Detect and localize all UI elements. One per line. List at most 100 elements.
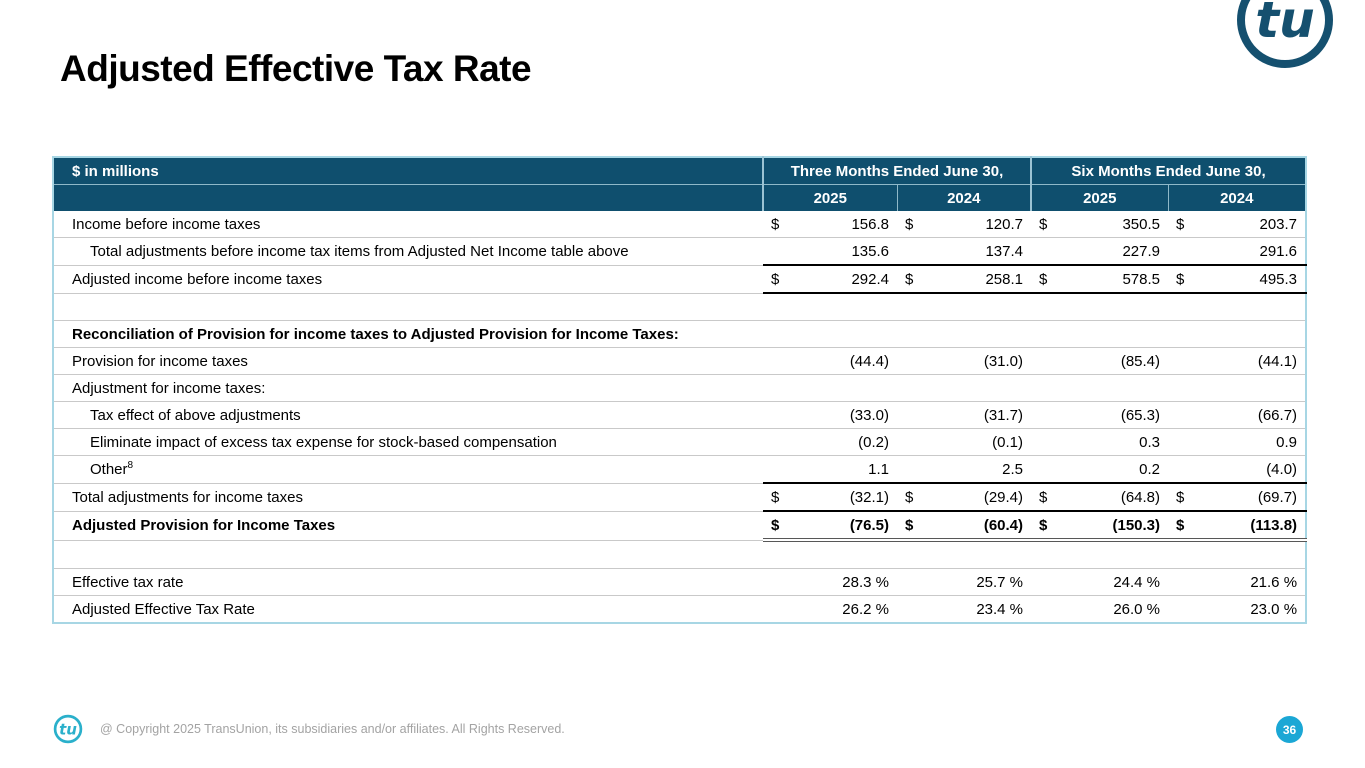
value: 137.4: [985, 242, 1024, 260]
value: 23.4 %: [976, 600, 1024, 618]
cell-value: 24.4 %: [1031, 568, 1169, 596]
value: 120.7: [985, 215, 1024, 233]
row-label: Eliminate impact of excess tax expense f…: [53, 428, 763, 456]
row-label: Adjusted Provision for Income Taxes: [53, 511, 763, 541]
page-number-badge: 36: [1276, 716, 1303, 743]
group-header-three-months: Three Months Ended June 30,: [761, 157, 1032, 185]
table-header: $ in millions Three Months Ended June 30…: [53, 157, 1307, 211]
value: (33.0): [849, 406, 889, 424]
cell-value: (4.0): [1168, 455, 1307, 484]
cell-value: [1168, 320, 1307, 348]
copyright-text: @ Copyright 2025 TransUnion, its subsidi…: [100, 722, 565, 736]
value: 21.6 %: [1250, 573, 1298, 591]
table-row: [53, 293, 1307, 321]
table-row: Income before income taxes $156.8 $120.7 $3…: [53, 211, 1307, 238]
dollar-sign: $: [1176, 215, 1185, 233]
group-header-six-months: Six Months Ended June 30,: [1030, 157, 1307, 185]
value: (85.4): [1120, 352, 1161, 370]
value: 1.1: [868, 460, 889, 478]
value: (69.7): [1257, 488, 1298, 506]
table-row: Total adjustments before income tax item…: [53, 237, 1307, 266]
cell-value: 26.2 %: [763, 595, 897, 624]
cell-value: [763, 320, 897, 348]
cell-value: 135.6: [763, 237, 897, 266]
value: 24.4 %: [1113, 573, 1161, 591]
cell-value: [1031, 374, 1169, 402]
header-spacer: [53, 184, 763, 211]
value: (32.1): [849, 488, 889, 506]
table-row: Total adjustments for income taxes $ (32.1…: [53, 482, 1307, 512]
row-label: Adjustment for income taxes:: [53, 374, 763, 402]
table-row: Other8 1.1 2.5 0.2 (4.0): [53, 455, 1307, 484]
dollar-sign: $: [905, 215, 914, 233]
svg-text:tu: tu: [1255, 0, 1315, 49]
year-header: 2024: [1167, 184, 1307, 211]
value: (29.4): [983, 488, 1024, 506]
cell-value: [763, 540, 897, 569]
transunion-logo-icon: tu: [1237, 0, 1333, 68]
table-row: Adjusted Provision for Income Taxes $ (76.…: [53, 510, 1307, 542]
row-label: Total adjustments for income taxes: [53, 483, 763, 512]
cell-value: 21.6 %: [1168, 568, 1307, 596]
value: 23.0 %: [1250, 600, 1298, 618]
row-label: Adjusted Effective Tax Rate: [53, 595, 763, 624]
cell-value: 26.0 %: [1031, 595, 1169, 624]
value: 156.8: [851, 215, 889, 233]
cell-value: 25.7 %: [897, 568, 1032, 596]
row-label: Effective tax rate: [53, 568, 763, 596]
transunion-footer-logo-icon: tu: [53, 714, 83, 744]
dollar-sign: $: [905, 488, 914, 506]
row-label: Other8: [53, 455, 763, 484]
dollar-sign: $: [1039, 270, 1048, 288]
dollar-sign: $: [905, 516, 914, 534]
cell-value: [897, 540, 1032, 569]
dollar-sign: $: [905, 270, 914, 288]
cell-value: (31.0): [897, 347, 1032, 375]
cell-value: (0.1): [897, 428, 1032, 456]
cell-value: [1031, 293, 1169, 321]
cell-value: $156.8: [763, 211, 897, 238]
cell-value: $292.4: [763, 264, 897, 294]
cell-value: [1031, 320, 1169, 348]
row-label: Reconciliation of Provision for income t…: [53, 320, 763, 348]
value: 26.2 %: [842, 600, 889, 618]
cell-value: 0.3: [1031, 428, 1169, 456]
dollar-sign: $: [1176, 270, 1185, 288]
dollar-sign: $: [771, 488, 780, 506]
cell-value: $495.3: [1168, 264, 1307, 294]
cell-value: $ (113.8): [1168, 510, 1307, 542]
dollar-sign: $: [771, 516, 780, 534]
value: (113.8): [1250, 516, 1298, 534]
table-row: Effective tax rate 28.3 % 25.7 % 24.4 % 21.6…: [53, 568, 1307, 596]
cell-value: [897, 293, 1032, 321]
dollar-sign: $: [1039, 215, 1048, 233]
value: (31.7): [983, 406, 1024, 424]
cell-value: 28.3 %: [763, 568, 897, 596]
cell-value: [897, 320, 1032, 348]
value: 292.4: [851, 270, 889, 288]
value: 258.1: [985, 270, 1024, 288]
dollar-sign: $: [1176, 516, 1185, 534]
row-label: Provision for income taxes: [53, 347, 763, 375]
dollar-sign: $: [771, 270, 780, 288]
cell-value: 1.1: [763, 455, 897, 484]
value: 0.2: [1139, 460, 1161, 478]
cell-value: 227.9: [1031, 237, 1169, 266]
cell-value: [1168, 293, 1307, 321]
footnote-marker: 8: [127, 460, 134, 472]
value: 28.3 %: [842, 573, 889, 591]
value: (4.0): [1266, 460, 1298, 478]
cell-value: $120.7: [897, 211, 1032, 238]
cell-value: (31.7): [897, 401, 1032, 429]
value: 0.3: [1139, 433, 1161, 451]
cell-value: $258.1: [897, 264, 1032, 294]
table-row: Adjusted income before income taxes $292.…: [53, 264, 1307, 294]
value: (64.8): [1120, 488, 1161, 506]
value: (150.3): [1112, 516, 1161, 534]
cell-value: [1031, 540, 1169, 569]
value: (66.7): [1257, 406, 1298, 424]
value: (31.0): [983, 352, 1024, 370]
dollar-sign: $: [1176, 488, 1185, 506]
cell-value: $ (29.4): [897, 482, 1032, 512]
